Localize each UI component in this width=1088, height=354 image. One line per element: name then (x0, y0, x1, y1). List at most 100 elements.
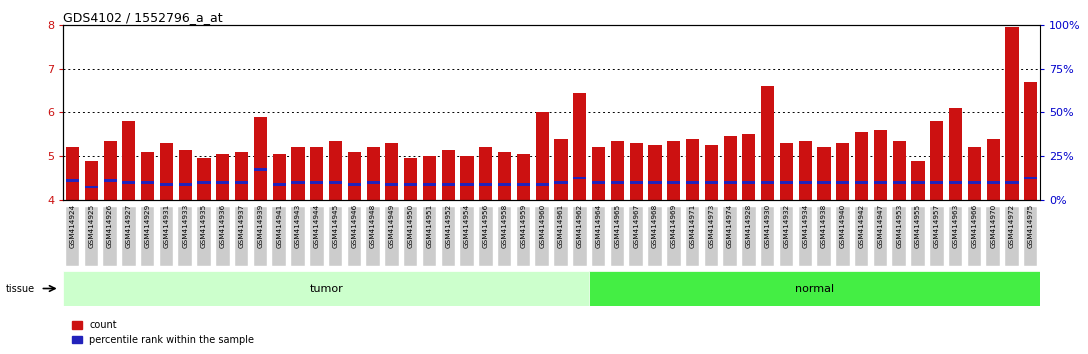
FancyBboxPatch shape (554, 207, 568, 266)
Bar (724, 181, 737, 184)
Text: GSM414946: GSM414946 (351, 204, 357, 248)
Text: normal: normal (795, 284, 834, 293)
Bar (348, 183, 361, 186)
Bar (1024, 177, 1037, 179)
Bar (329, 141, 342, 200)
Bar (837, 181, 850, 184)
FancyBboxPatch shape (178, 207, 191, 266)
FancyBboxPatch shape (310, 207, 323, 266)
Bar (1005, 27, 1018, 200)
FancyBboxPatch shape (949, 207, 963, 266)
Text: GSM414944: GSM414944 (313, 204, 320, 248)
Bar (292, 147, 305, 200)
Text: GSM414955: GSM414955 (915, 204, 922, 248)
Bar (667, 181, 680, 184)
FancyBboxPatch shape (140, 207, 154, 266)
Bar (648, 145, 662, 200)
Bar (610, 181, 623, 184)
Bar (705, 145, 718, 200)
FancyBboxPatch shape (63, 271, 590, 306)
Bar (460, 156, 473, 200)
Bar (705, 181, 718, 184)
Bar (85, 161, 98, 200)
FancyBboxPatch shape (817, 207, 831, 266)
Text: GSM414958: GSM414958 (502, 204, 508, 248)
Text: GSM414954: GSM414954 (465, 204, 470, 248)
Text: GSM414943: GSM414943 (295, 204, 301, 248)
FancyBboxPatch shape (855, 207, 868, 266)
Text: GSM414952: GSM414952 (445, 204, 452, 248)
Text: GSM414942: GSM414942 (858, 204, 865, 248)
FancyBboxPatch shape (912, 207, 925, 266)
Text: GSM414926: GSM414926 (107, 204, 113, 248)
Bar (217, 181, 230, 184)
Text: GSM414930: GSM414930 (765, 204, 770, 248)
FancyBboxPatch shape (1024, 207, 1038, 266)
Bar (217, 154, 230, 200)
Bar (66, 147, 79, 200)
FancyBboxPatch shape (367, 207, 380, 266)
Bar (367, 147, 380, 200)
Text: GSM414975: GSM414975 (1028, 204, 1034, 248)
Bar (235, 152, 248, 200)
FancyBboxPatch shape (385, 207, 398, 266)
Bar (780, 143, 793, 200)
Bar (892, 141, 906, 200)
Legend: count, percentile rank within the sample: count, percentile rank within the sample (67, 316, 258, 349)
FancyBboxPatch shape (217, 207, 230, 266)
Text: GSM414941: GSM414941 (276, 204, 282, 248)
Text: GSM414951: GSM414951 (426, 204, 433, 248)
Text: GSM414948: GSM414948 (370, 204, 376, 248)
Bar (630, 181, 643, 184)
Text: GSM414957: GSM414957 (934, 204, 940, 248)
FancyBboxPatch shape (592, 207, 605, 266)
Text: GSM414950: GSM414950 (408, 204, 413, 248)
Bar (837, 143, 850, 200)
FancyBboxPatch shape (460, 207, 474, 266)
Bar (855, 181, 868, 184)
Bar (874, 130, 887, 200)
Bar (892, 181, 906, 184)
Text: GSM414933: GSM414933 (182, 204, 188, 248)
Bar (385, 183, 398, 186)
FancyBboxPatch shape (1005, 207, 1018, 266)
FancyBboxPatch shape (629, 207, 643, 266)
Text: GSM414959: GSM414959 (520, 204, 527, 248)
FancyBboxPatch shape (423, 207, 436, 266)
Bar (404, 183, 418, 186)
Bar (103, 179, 116, 182)
Bar (742, 134, 755, 200)
Bar (780, 181, 793, 184)
Bar (480, 147, 493, 200)
FancyBboxPatch shape (517, 207, 530, 266)
FancyBboxPatch shape (254, 207, 268, 266)
Bar (442, 150, 455, 200)
Bar (610, 141, 623, 200)
Bar (122, 181, 135, 184)
Text: GSM414929: GSM414929 (145, 204, 150, 248)
Bar (498, 183, 511, 186)
Bar (160, 143, 173, 200)
Bar (254, 117, 267, 200)
Bar (273, 183, 286, 186)
Bar (348, 152, 361, 200)
Bar (592, 147, 605, 200)
Text: GSM414935: GSM414935 (201, 204, 207, 248)
Text: GSM414970: GSM414970 (990, 204, 997, 248)
Bar (817, 147, 830, 200)
Text: GSM414945: GSM414945 (333, 204, 338, 248)
FancyBboxPatch shape (292, 207, 305, 266)
Text: GSM414963: GSM414963 (953, 204, 959, 248)
Bar (498, 152, 511, 200)
Text: GSM414960: GSM414960 (540, 204, 545, 248)
Text: GSM414962: GSM414962 (577, 204, 583, 248)
FancyBboxPatch shape (780, 207, 793, 266)
Text: GSM414965: GSM414965 (615, 204, 620, 248)
Bar (141, 181, 154, 184)
FancyBboxPatch shape (705, 207, 718, 266)
Bar (310, 181, 323, 184)
Text: GSM414972: GSM414972 (1009, 204, 1015, 248)
Text: GSM414936: GSM414936 (220, 204, 226, 248)
FancyBboxPatch shape (535, 207, 549, 266)
FancyBboxPatch shape (347, 207, 361, 266)
